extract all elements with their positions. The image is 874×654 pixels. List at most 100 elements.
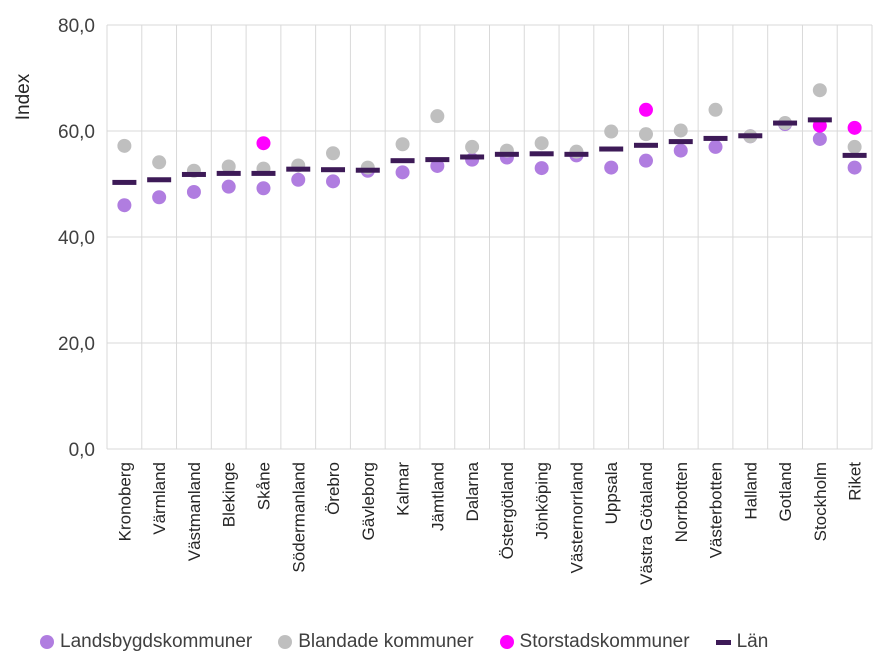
- blandade-kommuner-point: [534, 136, 549, 151]
- legend-label: Län: [736, 631, 769, 652]
- x-category-label: Västernorrland: [567, 462, 586, 574]
- legend-label: Storstadskommuner: [519, 631, 690, 652]
- legend-label: Blandade kommuner: [298, 631, 474, 652]
- blandade-kommuner-point: [117, 138, 132, 153]
- blandade-kommuner-point: [395, 137, 410, 152]
- storstadskommuner-point: [638, 102, 653, 117]
- landsbygdskommuner-point: [708, 139, 723, 154]
- storstadskommuner-point: [847, 120, 862, 135]
- legend-item: Storstadskommuner: [499, 631, 690, 653]
- blandade-kommuner-point: [708, 102, 723, 117]
- chart: 0,0 20,0 40,0 60,0 80,0 Index Kronoberg Värml…: [13, 16, 873, 585]
- x-category-label: Norrbotten: [672, 462, 691, 542]
- lan-dash-mark: [112, 179, 137, 185]
- landsbygdskommuner-point: [326, 174, 341, 189]
- x-category-label: Västmanland: [185, 462, 204, 561]
- legend-label: Landsbygdskommuner: [60, 631, 253, 652]
- x-category-label: Dalarna: [463, 461, 482, 521]
- legend-item: Blandade kommuner: [278, 631, 474, 653]
- lan-dash-mark: [529, 151, 554, 157]
- x-category-label: Kronoberg: [115, 462, 134, 541]
- legend-item: Län: [715, 631, 769, 653]
- lan-dash-mark: [216, 170, 241, 176]
- blandade-kommuner-point: [673, 123, 688, 138]
- lan-dash-mark: [355, 167, 380, 173]
- y-tick-label: 20,0: [58, 334, 95, 355]
- x-category-label: Halland: [741, 462, 760, 520]
- x-category-label: Gotland: [776, 462, 795, 522]
- blandade-kommuner-point: [152, 155, 167, 170]
- lan-dash-mark: [147, 177, 172, 183]
- y-tick-label: 40,0: [58, 228, 95, 249]
- landsbygdskommuner-point: [291, 172, 306, 187]
- legend: Landsbygdskommuner Blandade kommuner Stors…: [40, 630, 870, 654]
- lan-dash-mark: [494, 151, 519, 157]
- landsbygdskommuner-point: [638, 153, 653, 168]
- landsbygdskommuner-point: [430, 158, 445, 173]
- lan-dash-mark: [773, 120, 798, 126]
- x-category-label: Uppsala: [602, 461, 621, 524]
- x-category-label: Riket: [846, 462, 865, 501]
- landsbygdskommuner-point: [604, 160, 619, 175]
- x-category-label: Kalmar: [394, 462, 413, 516]
- grid-lines: [106, 24, 873, 450]
- x-category-label: Värmland: [150, 462, 169, 535]
- blandade-kommuner-point: [638, 127, 653, 142]
- blandade-kommuner-point: [847, 139, 862, 154]
- landsbygdskommuner-point: [673, 143, 688, 158]
- lan-dash-mark: [286, 166, 311, 172]
- legend-swatch: [40, 635, 54, 649]
- x-category-label: Västerbotten: [707, 462, 726, 558]
- lan-dash-mark: [425, 157, 450, 163]
- lan-dash-mark: [738, 133, 763, 139]
- lan-dash-mark: [842, 152, 867, 158]
- blandade-kommuner-point: [221, 159, 236, 174]
- x-category-label: Jönköping: [533, 462, 552, 540]
- y-tick-label: 80,0: [58, 16, 95, 37]
- blandade-kommuner-point: [430, 109, 445, 124]
- landsbygdskommuner-point: [256, 181, 271, 196]
- x-category-label: Östergötland: [498, 462, 517, 559]
- x-category-label: Västra Götaland: [637, 462, 656, 585]
- lan-dash-mark: [633, 142, 658, 148]
- lan-dash-mark: [564, 151, 589, 157]
- x-category-label: Jämtland: [428, 462, 447, 531]
- legend-swatch: [715, 639, 731, 645]
- blandade-kommuner-point: [812, 83, 827, 98]
- legend-swatch: [499, 635, 514, 649]
- lan-dash-mark: [390, 158, 415, 164]
- y-tick-label: 0,0: [69, 440, 95, 461]
- landsbygdskommuner-point: [534, 161, 549, 176]
- lan-dash-mark: [460, 154, 485, 160]
- plot-marks: [112, 83, 867, 213]
- landsbygdskommuner-point: [395, 165, 410, 180]
- lan-dash-mark: [703, 135, 728, 141]
- landsbygdskommuner-point: [221, 179, 236, 194]
- lan-dash-mark: [807, 117, 832, 123]
- lan-dash-mark: [321, 167, 346, 173]
- legend-swatch: [278, 635, 293, 649]
- x-category-label: Stockholm: [811, 462, 830, 541]
- lan-dash-mark: [251, 170, 276, 176]
- lan-dash-mark: [181, 171, 206, 177]
- x-category-label: Skåne: [254, 462, 273, 510]
- x-axis-categories: Kronoberg Värmland Västmanland Blekinge Skån…: [115, 461, 864, 584]
- x-category-label: Södermanland: [289, 462, 308, 573]
- blandade-kommuner-point: [604, 124, 619, 139]
- y-axis-label: Index: [13, 73, 34, 120]
- lan-dash-mark: [599, 146, 624, 152]
- landsbygdskommuner-point: [847, 160, 862, 175]
- landsbygdskommuner-point: [812, 131, 827, 146]
- blandade-kommuner-point: [326, 146, 341, 161]
- y-tick-label: 60,0: [58, 122, 95, 143]
- legend-item: Landsbygdskommuner: [40, 631, 252, 653]
- y-axis-ticks: 0,0 20,0 40,0 60,0 80,0: [58, 16, 95, 461]
- x-category-label: Blekinge: [220, 462, 239, 527]
- landsbygdskommuner-point: [186, 184, 201, 199]
- blandade-kommuner-point: [465, 139, 480, 154]
- landsbygdskommuner-point: [152, 190, 167, 205]
- landsbygdskommuner-point: [117, 198, 132, 213]
- x-category-label: Örebro: [324, 462, 343, 515]
- x-category-label: Gävleborg: [359, 462, 378, 540]
- lan-dash-mark: [668, 139, 693, 145]
